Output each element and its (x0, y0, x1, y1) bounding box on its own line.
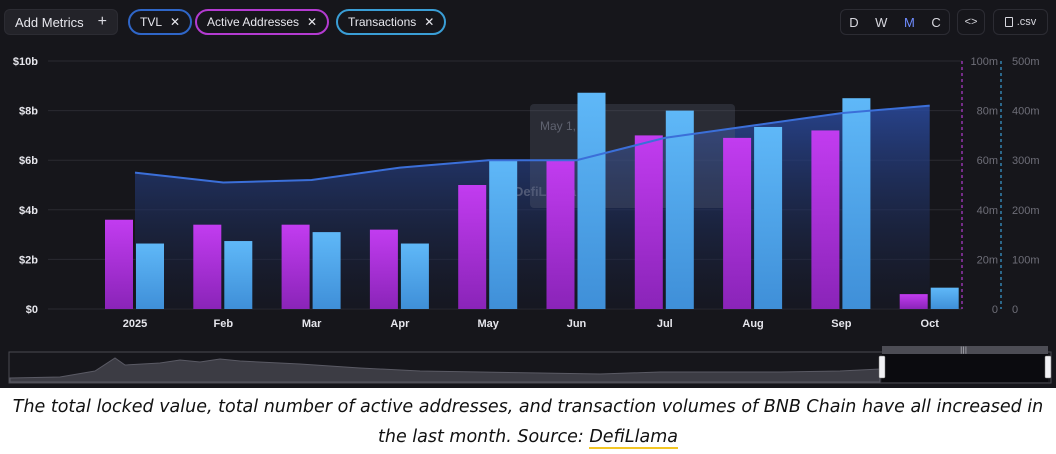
plus-icon: + (97, 13, 107, 30)
x-tick-label: Aug (742, 318, 763, 330)
transactions-bar (312, 232, 341, 309)
metric-pill-label: TVL (140, 15, 163, 29)
period-cumulative-button[interactable]: C (931, 14, 941, 30)
y-left-tick-label: $0 (26, 304, 38, 316)
active-addresses-bar (281, 224, 310, 309)
x-tick-label: 2025 (123, 318, 147, 330)
source-link[interactable]: DefiLlama (589, 427, 678, 449)
y-middle-tick-label: 20m (977, 254, 998, 266)
range-navigator-preview (9, 357, 881, 383)
period-selector: D W M C (840, 9, 950, 35)
active-addresses-bar (369, 229, 398, 309)
embed-button[interactable]: <> (957, 9, 985, 35)
y-right-tick-label: 300m (1012, 155, 1040, 167)
transactions-bar (930, 287, 959, 309)
range-grip-icon: ||| (960, 346, 967, 354)
active-addresses-bar (811, 130, 840, 309)
close-icon[interactable]: ✕ (307, 15, 318, 29)
range-right-handle[interactable] (1044, 355, 1052, 379)
metric-pill-tvl[interactable]: TVL ✕ (128, 9, 193, 35)
y-middle-tick-label: 60m (977, 155, 998, 167)
y-right-tick-label: 500m (1012, 56, 1040, 68)
x-tick-label: Sep (831, 318, 851, 330)
y-middle-tick-label: 0 (992, 304, 998, 316)
active-addresses-bar (634, 135, 663, 309)
active-addresses-bar (899, 294, 928, 309)
x-tick-label: Oct (921, 318, 940, 330)
range-left-handle[interactable] (878, 355, 886, 379)
transactions-bar (754, 126, 783, 309)
figure-caption: The total locked value, total number of … (0, 392, 1056, 452)
y-right-tick-label: 200m (1012, 205, 1040, 217)
code-icon: <> (964, 16, 978, 28)
transactions-bar (400, 243, 429, 309)
transactions-bar (489, 160, 518, 309)
x-tick-label: May (477, 318, 499, 330)
range-navigator-top-handle[interactable] (882, 346, 1048, 354)
transactions-bar (136, 243, 164, 309)
add-metrics-button[interactable]: Add Metrics + (4, 9, 118, 35)
transactions-bar (577, 92, 606, 309)
transactions-bar (224, 241, 253, 309)
y-right-tick-label: 400m (1012, 106, 1040, 118)
chart-svg: May 1, 2025 DefiLlama $0 0 0$2b 20m 100m$4b 4… (8, 56, 1052, 384)
period-week-button[interactable]: W (875, 14, 888, 30)
period-month-button[interactable]: M (903, 14, 915, 30)
transactions-bar (842, 98, 871, 309)
csv-download-button[interactable]: .csv (993, 9, 1048, 35)
tvl-line (134, 104, 930, 184)
active-addresses-bar (193, 224, 222, 309)
y-left-tick-label: $2b (19, 254, 38, 266)
close-icon[interactable]: ✕ (424, 15, 435, 29)
x-tick-label: Apr (390, 318, 410, 330)
active-addresses-bar (105, 219, 133, 309)
x-tick-label: Feb (214, 318, 234, 330)
file-icon (1004, 17, 1013, 27)
y-middle-tick-label: 40m (977, 205, 998, 217)
metric-pill-active-addresses[interactable]: Active Addresses ✕ (195, 9, 330, 35)
x-tick-label: Jul (657, 318, 673, 330)
metric-pill-transactions[interactable]: Transactions ✕ (336, 9, 447, 35)
y-middle-tick-label: 100m (970, 56, 998, 68)
active-addresses-bar (723, 137, 752, 309)
y-right-tick-label: 0 (1012, 304, 1018, 316)
y-left-tick-label: $4b (19, 205, 38, 217)
transactions-bar (665, 110, 694, 309)
active-addresses-bar (458, 185, 487, 309)
active-addresses-bar (546, 160, 575, 309)
x-tick-label: Jun (567, 318, 587, 330)
period-day-button[interactable]: D (849, 14, 859, 30)
metric-pill-label: Transactions (348, 15, 417, 29)
y-left-tick-label: $6b (19, 155, 38, 167)
csv-label: .csv (1016, 16, 1037, 28)
x-tick-label: Mar (302, 318, 322, 330)
add-metrics-label: Add Metrics (15, 14, 84, 30)
caption-text: The total locked value, total number of … (12, 397, 1044, 447)
y-right-tick-label: 100m (1012, 254, 1040, 266)
range-navigator-selection[interactable] (882, 353, 1048, 382)
close-icon[interactable]: ✕ (170, 15, 181, 29)
y-left-tick-label: $10b (13, 56, 38, 68)
metric-pill-label: Active Addresses (207, 15, 300, 29)
y-middle-tick-label: 80m (977, 106, 998, 118)
y-left-tick-label: $8b (19, 106, 38, 118)
